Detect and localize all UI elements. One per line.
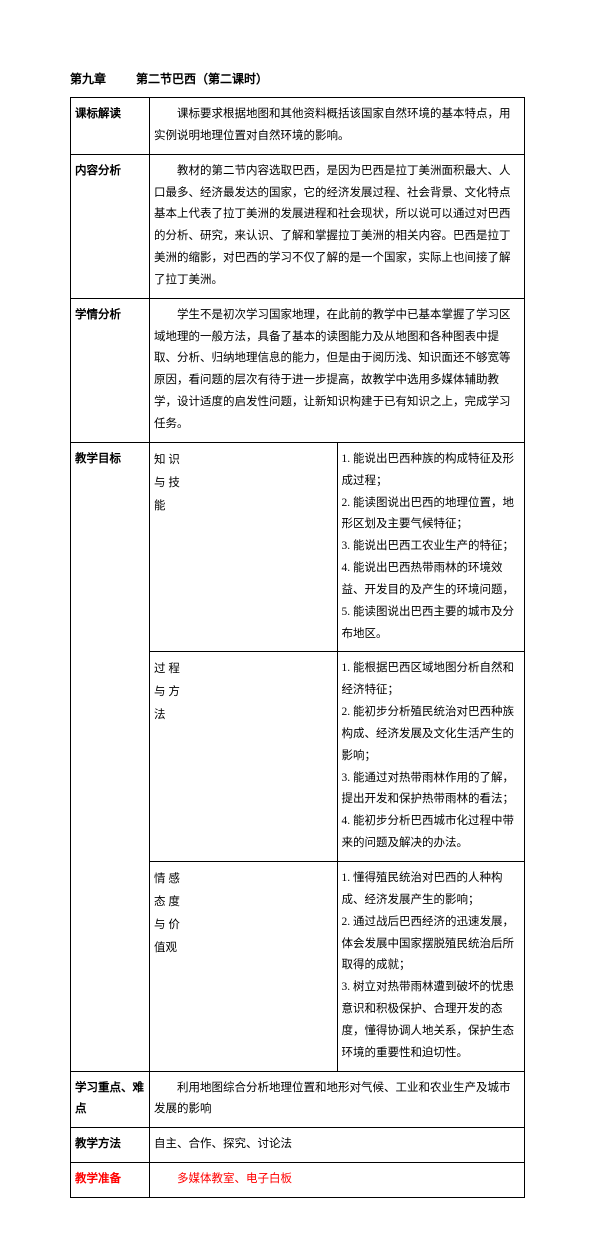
zhishi-l2: 与 技 xyxy=(154,477,180,489)
qinggan-content: 1. 懂得殖民统治对巴西的人种构成、经济发展产生的影响； 2. 通过战后巴西经济… xyxy=(337,862,525,1072)
row-fangfa-label: 教学方法 xyxy=(71,1128,150,1163)
qinggan-l2: 态 度 xyxy=(154,896,180,908)
row-zhongdian-label: 学习重点、难点 xyxy=(71,1071,150,1128)
guocheng-item-4: 4. 能初步分析巴西城市化过程中带来的问题及解决的办法。 xyxy=(342,811,521,855)
qinggan-item-2: 2. 通过战后巴西经济的迅速发展，体会发展中国家摆脱殖民统治后所取得的成就； xyxy=(342,912,521,978)
qinggan-item-1: 1. 懂得殖民统治对巴西的人种构成、经济发展产生的影响； xyxy=(342,868,521,912)
row-kebiao-label: 课标解读 xyxy=(71,98,150,155)
row-kebiao-text: 课标要求根据地图和其他资料概括该国家自然环境的基本特点，用实例说明地理位置对自然… xyxy=(150,98,525,155)
row-fangfa-text: 自主、合作、探究、讨论法 xyxy=(150,1128,525,1163)
xueqing-content: 学生不是初次学习国家地理，在此前的教学中已基本掌握了学习区域地理的一般方法，具备… xyxy=(154,305,520,436)
guocheng-l2: 与 方 xyxy=(154,686,180,698)
row-zhongdian-text: 利用地图综合分析地理位置和地形对气候、工业和农业生产及城市发展的影响 xyxy=(150,1071,525,1128)
guocheng-item-2: 2. 能初步分析殖民统治对巴西种族构成、经济发展及文化生活产生的影响； xyxy=(342,702,521,768)
zhishi-item-4: 4. 能说出巴西热带雨林的环境效益、开发目的及产生的环境问题， xyxy=(342,558,521,602)
qinggan-item-3: 3. 树立对热带雨林遭到破坏的忧患意识和积极保护、合理开发的态度，懂得协调人地关… xyxy=(342,977,521,1064)
neirong-content: 教材的第二节内容选取巴西，是因为巴西是拉丁美洲面积最大、人口最多、经济最发达的国… xyxy=(154,161,520,292)
qinggan-l1: 情 感 xyxy=(154,873,180,885)
zhishi-item-1: 1. 能说出巴西种族的构成特征及形成过程； xyxy=(342,449,521,493)
section-label: 第二节巴西（第二课时） xyxy=(136,72,268,86)
lesson-plan-table: 课标解读 课标要求根据地图和其他资料概括该国家自然环境的基本特点，用实例说明地理… xyxy=(70,97,525,1198)
zhongdian-content: 利用地图综合分析地理位置和地形对气候、工业和农业生产及城市发展的影响 xyxy=(154,1078,520,1122)
zhishi-l3: 能 xyxy=(154,500,166,512)
row-neirong-text: 教材的第二节内容选取巴西，是因为巴西是拉丁美洲面积最大、人口最多、经济最发达的国… xyxy=(150,154,525,298)
guocheng-sublabel: 过 程 与 方 法 xyxy=(150,652,338,862)
zhishi-content: 1. 能说出巴西种族的构成特征及形成过程； 2. 能读图说出巴西的地理位置，地形… xyxy=(337,442,525,652)
row-zhunbei-text: 多媒体教室、电子白板 xyxy=(150,1163,525,1198)
zhishi-item-5: 5. 能读图说出巴西主要的城市及分布地区。 xyxy=(342,602,521,646)
row-xueqing-label: 学情分析 xyxy=(71,298,150,442)
qinggan-l4: 值观 xyxy=(154,942,177,954)
chapter-label: 第九章 xyxy=(70,72,106,86)
row-neirong-label: 内容分析 xyxy=(71,154,150,298)
guocheng-l3: 法 xyxy=(154,709,166,721)
qinggan-sublabel: 情 感 态 度 与 价 值观 xyxy=(150,862,338,1072)
zhunbei-content: 多媒体教室、电子白板 xyxy=(154,1169,520,1191)
guocheng-l1: 过 程 xyxy=(154,663,180,675)
row-jiaoxue-label: 教学目标 xyxy=(71,442,150,1071)
zhishi-item-2: 2. 能读图说出巴西的地理位置，地形区划及主要气候特征； xyxy=(342,493,521,537)
zhishi-sublabel: 知 识 与 技 能 xyxy=(150,442,338,652)
kebiao-content: 课标要求根据地图和其他资料概括该国家自然环境的基本特点，用实例说明地理位置对自然… xyxy=(154,104,520,148)
row-zhunbei-label: 教学准备 xyxy=(71,1163,150,1198)
row-xueqing-text: 学生不是初次学习国家地理，在此前的教学中已基本掌握了学习区域地理的一般方法，具备… xyxy=(150,298,525,442)
zhishi-l1: 知 识 xyxy=(154,454,180,466)
qinggan-l3: 与 价 xyxy=(154,919,180,931)
guocheng-item-1: 1. 能根据巴西区域地图分析自然和经济特征； xyxy=(342,658,521,702)
guocheng-content: 1. 能根据巴西区域地图分析自然和经济特征； 2. 能初步分析殖民统治对巴西种族… xyxy=(337,652,525,862)
zhishi-item-3: 3. 能说出巴西工农业生产的特征； xyxy=(342,536,521,558)
guocheng-item-3: 3. 能通过对热带雨林作用的了解，提出开发和保护热带雨林的看法； xyxy=(342,768,521,812)
page-title: 第九章 第二节巴西（第二课时） xyxy=(70,70,525,87)
